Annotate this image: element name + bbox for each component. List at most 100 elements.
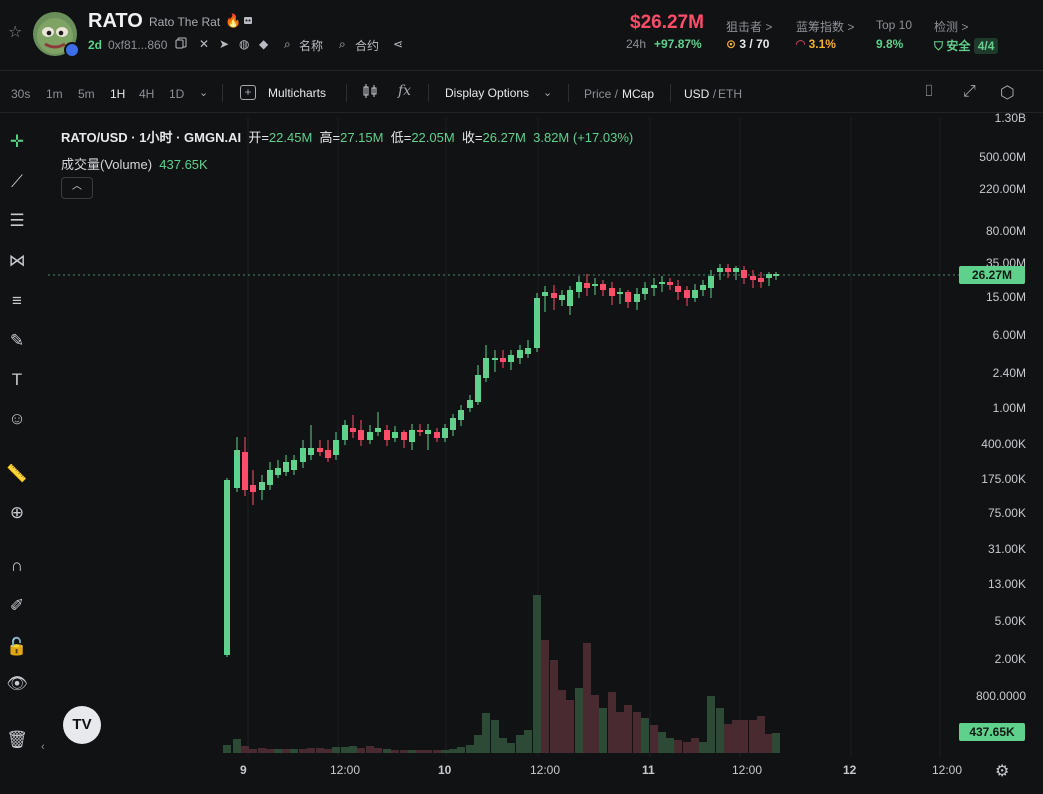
snipers-label[interactable]: 狙击者 > xyxy=(726,20,773,34)
candle-body xyxy=(567,290,573,306)
settings-icon[interactable]: ⬡ xyxy=(1000,83,1015,102)
ruler-icon[interactable]: 📏 xyxy=(6,464,28,483)
volume-bar xyxy=(683,742,691,753)
display-options-button[interactable]: Display Options xyxy=(445,86,530,100)
volume-bar xyxy=(482,713,490,753)
camera-icon[interactable]: ⌷ xyxy=(924,83,934,100)
candle-body xyxy=(584,283,590,288)
toolbar-divider xyxy=(428,84,429,102)
high-label: 高= xyxy=(319,130,341,145)
timeframe-dropdown-chevron-icon[interactable]: ⌄ xyxy=(199,87,209,99)
audit-label[interactable]: 检测 > xyxy=(934,20,969,34)
change-period: 24h xyxy=(626,37,647,51)
candle-body xyxy=(250,485,256,492)
toggle-usd[interactable]: USD / xyxy=(684,87,717,101)
volume-bar xyxy=(558,690,566,753)
close-value: 26.27M xyxy=(482,130,526,145)
bluechip-label[interactable]: 蓝筹指数 > xyxy=(796,20,855,34)
candle-body xyxy=(267,470,273,485)
crosshair-icon[interactable]: ✛ xyxy=(9,132,25,151)
candle-body xyxy=(275,468,281,475)
display-options-chevron-icon[interactable]: ⌄ xyxy=(543,87,553,99)
text-tool-icon[interactable]: T xyxy=(11,370,23,389)
fib-retracement-icon[interactable]: ≡ xyxy=(12,291,22,310)
timeframe-5m[interactable]: 5m xyxy=(78,87,95,101)
volume-bar xyxy=(241,746,249,753)
candles-icon[interactable] xyxy=(362,83,378,102)
candle-body xyxy=(659,282,665,284)
timeframe-1d[interactable]: 1D xyxy=(169,87,185,101)
candle-body xyxy=(642,288,648,294)
token-symbol: RATO xyxy=(88,10,143,32)
candle-body xyxy=(442,428,448,438)
tradingview-logo[interactable]: TV xyxy=(63,706,101,744)
axis-settings-icon[interactable]: ⚙ xyxy=(995,763,1010,780)
candlestick-chart[interactable] xyxy=(48,117,963,757)
volume-bar xyxy=(233,739,241,753)
contract-address[interactable]: 0xf81...860 xyxy=(108,38,168,52)
last-volume-tag: 437.65K xyxy=(959,723,1025,741)
fib-lines-icon[interactable]: ☰ xyxy=(9,211,25,230)
fullscreen-icon[interactable]: ⤢ xyxy=(963,83,976,100)
y-tick-label: 75.00K xyxy=(987,506,1026,520)
timeframe-1m[interactable]: 1m xyxy=(46,87,63,101)
x-tick-label: 12:00 xyxy=(530,763,561,777)
chart-symbol: RATO/USD · 1小时 · GMGN.AI xyxy=(61,130,242,145)
candle-body xyxy=(375,428,381,432)
volume-bar xyxy=(341,747,349,753)
candle-body xyxy=(708,276,714,288)
volume-bar xyxy=(457,747,465,753)
volume-bar xyxy=(524,730,532,753)
lock-icon[interactable]: 🔓 xyxy=(6,637,28,656)
multicharts-button[interactable]: Multicharts xyxy=(268,86,327,100)
community-icon[interactable]: ◍ xyxy=(239,37,250,51)
search-contract-link[interactable]: 合约 xyxy=(355,39,380,53)
candle-body xyxy=(283,462,289,472)
emoji-icon[interactable]: ☺ xyxy=(8,409,26,428)
volume-bar xyxy=(666,738,674,753)
volume-bar xyxy=(583,643,591,753)
top10-label[interactable]: Top 10 xyxy=(876,18,913,32)
toolbar-divider xyxy=(222,84,223,102)
brush-icon[interactable]: ✎ xyxy=(9,331,25,350)
search-name-icon[interactable]: ⌕ xyxy=(284,37,291,51)
website-icon[interactable]: ◆ xyxy=(259,37,269,51)
trash-icon[interactable]: 🗑 xyxy=(6,730,28,749)
copy-icon[interactable] xyxy=(175,37,189,51)
volume-bar xyxy=(332,747,340,753)
timeframe-4h[interactable]: 4H xyxy=(139,87,155,101)
volume-bar xyxy=(749,720,757,753)
chain-badge-icon xyxy=(64,42,80,58)
toggle-eth[interactable]: ETH xyxy=(718,87,742,101)
zoom-in-icon[interactable]: ⊕ xyxy=(9,503,25,522)
trendline-icon[interactable]: ⟋ xyxy=(11,172,23,191)
snipers-value: ⊙ 3 / 70 xyxy=(726,37,770,51)
volume-bar xyxy=(716,708,724,753)
favorite-star-icon[interactable]: ☆ xyxy=(8,24,23,41)
volume-bar xyxy=(249,749,257,753)
collapse-legend-button[interactable]: ︿ xyxy=(61,177,93,199)
token-avatar xyxy=(33,12,77,56)
candle-body xyxy=(425,430,431,434)
telegram-icon[interactable]: ➤ xyxy=(219,37,230,51)
toggle-price[interactable]: Price / xyxy=(584,87,619,101)
x-twitter-icon[interactable]: ✕ xyxy=(199,37,210,51)
timeframe-1h[interactable]: 1H xyxy=(110,87,126,101)
multicharts-plus-icon[interactable]: + xyxy=(240,85,256,100)
volume-bar xyxy=(674,740,682,753)
volume-bar xyxy=(591,695,599,753)
toggle-mcap[interactable]: MCap xyxy=(622,87,655,101)
y-tick-label: 400.00K xyxy=(981,437,1026,451)
lock-drawing-icon[interactable]: ✐ xyxy=(9,596,25,615)
indicators-fx-icon[interactable]: fx xyxy=(398,83,412,99)
candle-body xyxy=(609,288,615,296)
search-name-link[interactable]: 名称 xyxy=(299,39,324,53)
share-icon[interactable]: ⋖ xyxy=(393,37,404,51)
timeframe-30s[interactable]: 30s xyxy=(11,87,31,101)
search-contract-icon[interactable]: ⌕ xyxy=(339,37,346,51)
pattern-icon[interactable]: ⋈ xyxy=(8,251,26,270)
high-value: 27.15M xyxy=(340,130,384,145)
magnet-icon[interactable]: ∩ xyxy=(10,556,24,575)
collapse-toolbar-icon[interactable]: ‹ xyxy=(41,741,45,753)
eye-icon[interactable]: 👁 xyxy=(6,674,28,693)
